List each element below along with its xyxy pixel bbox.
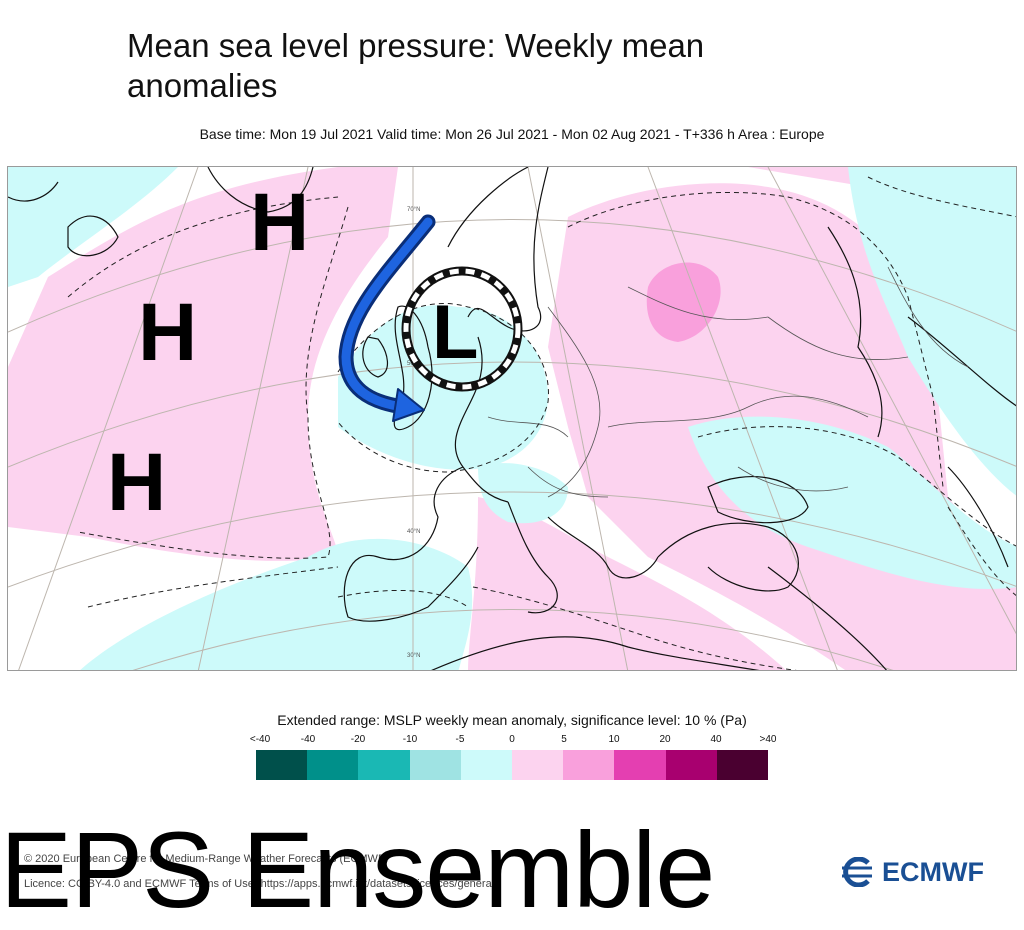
negative-anomaly-black-sea bbox=[688, 416, 1016, 589]
borders bbox=[487, 266, 969, 498]
chart-subtitle: Base time: Mon 19 Jul 2021 Valid time: M… bbox=[199, 126, 825, 142]
negative-anomaly-arctic bbox=[8, 167, 178, 287]
legend-swatch bbox=[563, 750, 615, 780]
legend-swatch bbox=[409, 750, 461, 780]
legend-swatch bbox=[614, 750, 666, 780]
legend-label: 5 bbox=[561, 734, 567, 745]
legend-label: -10 bbox=[402, 734, 418, 745]
significance-contours bbox=[67, 176, 1016, 670]
legend-label: -40 bbox=[300, 734, 316, 745]
legend-label: 40 bbox=[710, 734, 722, 745]
legend-labels: <-40 -40 -20 -10 -5 0 5 10 20 40 >40 bbox=[0, 734, 1024, 748]
coastlines bbox=[8, 167, 1016, 670]
legend-swatch bbox=[716, 750, 769, 780]
positive-anomaly-atlantic bbox=[8, 167, 398, 561]
high-pressure-marker: H bbox=[107, 437, 167, 528]
legend-label: 0 bbox=[509, 734, 515, 745]
legend-swatch bbox=[256, 750, 308, 780]
lat-label-30: 30°N bbox=[407, 653, 420, 659]
legend-label: <-40 bbox=[249, 734, 271, 745]
legend-label: -20 bbox=[350, 734, 366, 745]
low-pressure-marker: L bbox=[432, 290, 479, 375]
negative-anomaly-iberia bbox=[80, 538, 473, 670]
negative-anomaly-east-europe bbox=[848, 167, 1016, 496]
ecmwf-logo: ECMWF bbox=[838, 855, 984, 889]
ecmwf-logo-text: ECMWF bbox=[882, 856, 984, 887]
legend-label: >40 bbox=[759, 734, 777, 745]
positive-anomaly-south bbox=[468, 497, 786, 670]
legend-swatch bbox=[512, 750, 564, 780]
high-pressure-marker: H bbox=[250, 177, 310, 268]
licence-text: Licence: CC-BY-4.0 and ECMWF Terms of Us… bbox=[24, 878, 501, 890]
strong-positive-anomaly bbox=[646, 262, 721, 342]
legend-colorbar bbox=[256, 750, 769, 780]
copyright-text: © 2020 European Centre for Medium-Range … bbox=[24, 853, 389, 865]
high-pressure-marker: H bbox=[138, 287, 198, 378]
lat-label-40: 40°N bbox=[407, 529, 420, 535]
overlay-caption: EPS Ensemble bbox=[0, 809, 715, 930]
legend-label: -5 bbox=[455, 734, 465, 745]
lat-label-70: 70°N bbox=[407, 207, 420, 213]
map-svg: 70°N 50°N 40°N 30°N bbox=[8, 167, 1016, 670]
negative-anomaly-central bbox=[478, 463, 568, 524]
anomaly-map: 70°N 50°N 40°N 30°N bbox=[7, 166, 1017, 671]
legend-swatch bbox=[665, 750, 717, 780]
chart-title: Mean sea level pressure: Weekly mean ano… bbox=[127, 27, 705, 104]
legend-swatch bbox=[460, 750, 513, 780]
legend-swatch bbox=[358, 750, 410, 780]
legend-label: 10 bbox=[608, 734, 620, 745]
legend-label: 20 bbox=[659, 734, 671, 745]
legend-title: Extended range: MSLP weekly mean anomaly… bbox=[277, 712, 747, 728]
ecmwf-logo-icon bbox=[842, 857, 872, 887]
legend-swatch bbox=[307, 750, 359, 780]
flow-arrow-head bbox=[392, 388, 425, 422]
